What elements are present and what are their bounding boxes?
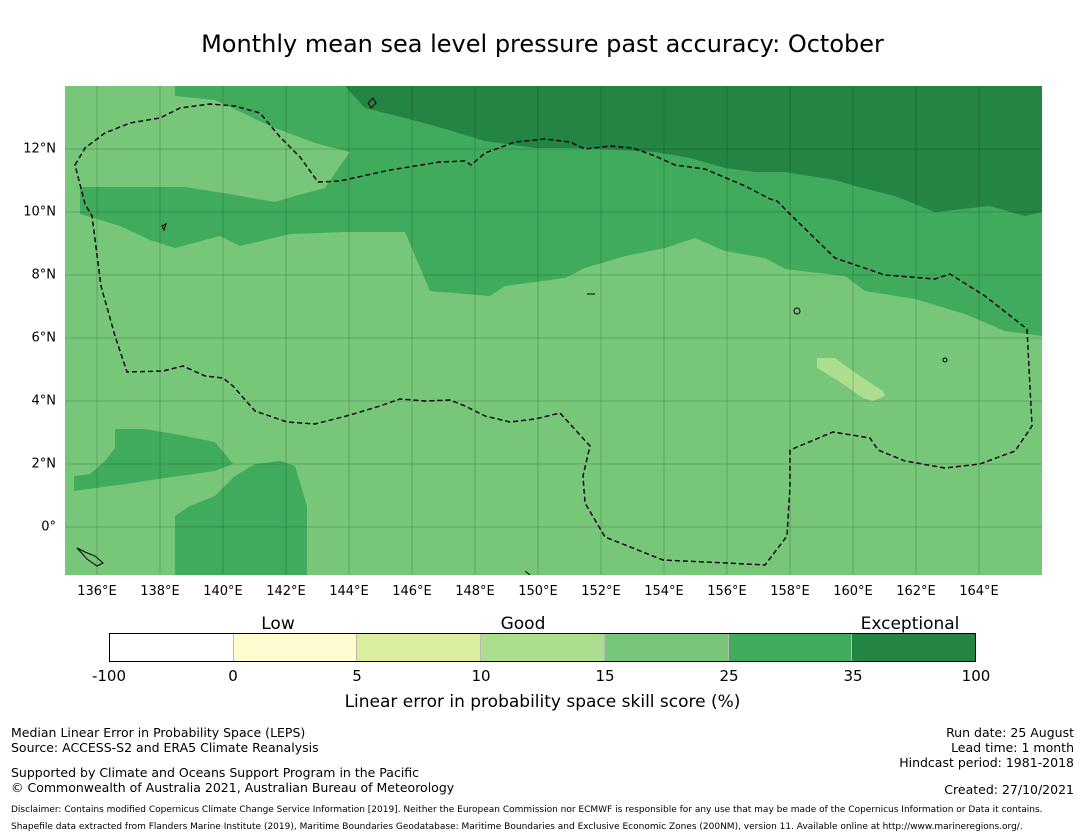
lat-label: 12°N [23,141,56,157]
lon-label: 152°E [581,584,621,599]
info-left-top: Median Linear Error in Probability Space… [11,725,319,755]
colorbar-category-exceptional: Exceptional [860,614,960,634]
created-date: Created: 27/10/2021 [944,782,1074,797]
lat-label: 10°N [23,204,56,220]
copyright-line: © Commonwealth of Australia 2021, Austra… [11,780,455,795]
lat-label: 4°N [31,393,57,409]
colorbar-label: Linear error in probability space skill … [344,692,741,712]
colorbar-tick: 5 [352,667,362,685]
lon-label: 162°E [896,584,936,599]
skill-region-25-35-south [175,461,307,575]
lon-label: 154°E [644,584,684,599]
colorbar-tick: 100 [961,667,991,685]
colorbar-segment [728,634,853,661]
islands [76,97,948,575]
colorbar-segment [233,634,358,661]
lon-label: 156°E [707,584,747,599]
colorbar-tick: -100 [91,667,127,685]
info-right: Run date: 25 August Lead time: 1 month H… [899,725,1074,770]
colorbar-segment [604,634,729,661]
lon-label: 148°E [455,584,495,599]
lon-label: 164°E [959,584,999,599]
lat-label: 0° [41,519,56,535]
colorbar-segment [852,634,976,661]
eez-boundary [74,103,1033,566]
skill-map [65,86,1042,575]
run-date: Run date: 25 August [946,725,1074,740]
colorbar-segment [481,634,605,661]
lat-label: 6°N [31,330,57,346]
skill-map-svg [65,86,1042,575]
source-line: Source: ACCESS-S2 and ERA5 Climate Reana… [11,740,319,755]
colorbar-category-low: Low [261,614,295,634]
disclaimer-line: Disclaimer: Contains modified Copernicus… [11,805,1043,815]
lon-label: 150°E [518,584,558,599]
skill-region-10-15 [817,358,885,401]
colorbar [109,633,976,662]
colorbar-tick: 0 [228,667,238,685]
chart-title: Monthly mean sea level pressure past acc… [201,30,884,58]
lat-label: 8°N [31,267,57,283]
lon-label: 138°E [140,584,180,599]
lon-label: 160°E [833,584,873,599]
shapefile-credit-line: Shapefile data extracted from Flanders M… [11,822,1023,832]
skill-region-25-35-west [74,429,233,491]
lon-label: 136°E [77,584,117,599]
skill-region-35-100 [345,86,1042,216]
lon-label: 144°E [329,584,369,599]
map-gridlines [65,86,1042,575]
leps-line: Median Linear Error in Probability Space… [11,725,306,740]
lon-label: 140°E [203,584,243,599]
colorbar-segment [110,634,234,661]
hindcast-period: Hindcast period: 1981-2018 [899,755,1074,770]
colorbar-tick: 10 [471,667,491,685]
lat-label: 2°N [31,456,57,472]
info-left-bottom: Supported by Climate and Oceans Support … [11,765,454,795]
colorbar-category-good: Good [500,614,546,634]
lon-label: 158°E [770,584,810,599]
colorbar-segment [357,634,482,661]
colorbar-tick: 35 [843,667,863,685]
support-line: Supported by Climate and Oceans Support … [11,765,420,780]
colorbar-tick: 15 [595,667,615,685]
lon-label: 146°E [392,584,432,599]
colorbar-tick: 25 [719,667,739,685]
lon-label: 142°E [266,584,306,599]
lead-time: Lead time: 1 month [951,740,1074,755]
